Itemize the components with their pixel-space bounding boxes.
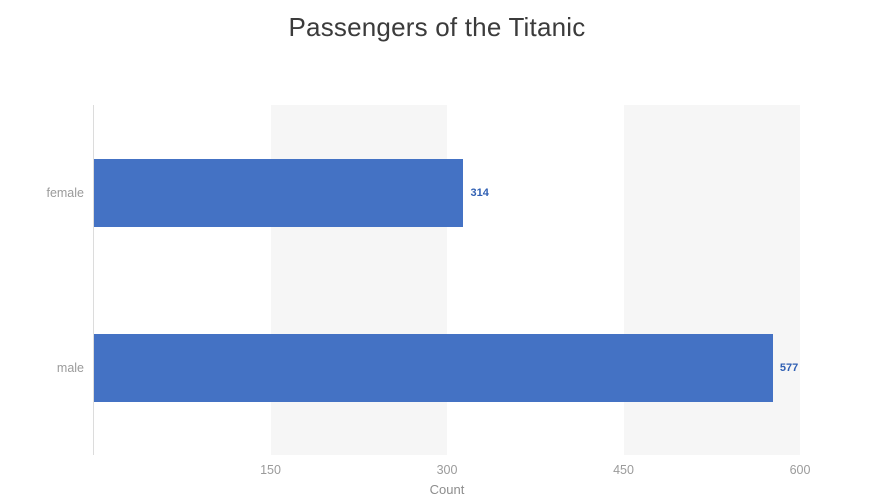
x-axis-title: Count [429, 482, 465, 497]
category-label-female: female [46, 185, 84, 200]
bar-value-label-male: 577 [779, 361, 799, 374]
category-label-male: male [56, 360, 84, 375]
split-area-band [623, 105, 800, 455]
bar-value-label-female: 314 [470, 186, 489, 199]
chart-title: Passengers of the Titanic [288, 12, 586, 42]
bar-female[interactable] [94, 158, 464, 227]
x-tick-label-150: 150 [260, 463, 281, 477]
bar-male[interactable] [94, 333, 773, 402]
x-tick-label-600: 600 [789, 463, 811, 477]
x-tick-label-450: 450 [613, 463, 634, 477]
x-tick-label-300: 300 [436, 463, 458, 477]
y-axis-line [93, 105, 94, 455]
split-area-band [270, 105, 447, 455]
